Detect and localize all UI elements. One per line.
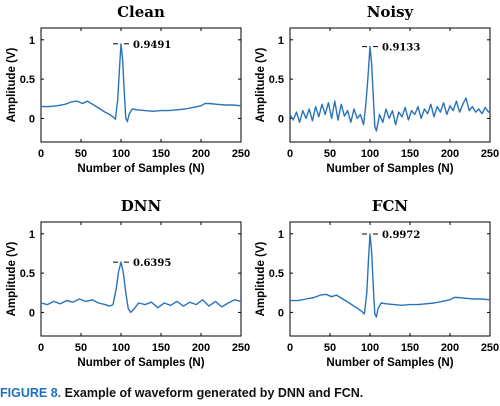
y-axis-label: Amplitude (V)	[6, 241, 18, 316]
x-tick-label: 100	[361, 342, 379, 354]
plot-frame	[40, 27, 242, 143]
x-tick-label: 150	[152, 342, 170, 354]
x-tick-label: 150	[152, 148, 170, 160]
x-tick-label: 0	[287, 148, 293, 160]
x-axis-label: Number of Samples (N)	[77, 357, 204, 369]
x-tick-label: 50	[75, 148, 87, 160]
chart-panel-2: Noisy 0 50 100 150 200 250 0 0.5 1 Number of Sampl…	[255, 3, 499, 175]
x-tick-label: 50	[324, 148, 336, 160]
x-axis-label: Number of Samples (N)	[326, 357, 453, 369]
series-line-1	[290, 233, 491, 318]
y-tick-label: 0.5	[20, 268, 35, 280]
y-tick-label: 0	[278, 307, 284, 319]
series-line-1	[40, 261, 242, 314]
caption-label: FIGURE 8.	[0, 386, 62, 400]
series-line-1	[41, 43, 242, 123]
y-axis-label: Amplitude (V)	[6, 47, 18, 122]
y-tick-label: 1	[29, 35, 35, 47]
y-axis-label: Amplitude (V)	[255, 47, 267, 122]
y-tick-label: 1	[278, 35, 284, 47]
x-tick-label: 250	[232, 342, 250, 354]
x-tick-label: 200	[192, 148, 210, 160]
y-tick-label: 1	[29, 229, 35, 241]
figure-caption: FIGURE 8. Example of waveform generated …	[0, 386, 500, 406]
x-tick-label: 50	[324, 342, 336, 354]
plot-frame	[289, 221, 491, 337]
chart-title: Clean	[117, 3, 165, 21]
x-axis-label: Number of Samples (N)	[77, 163, 204, 175]
x-tick-label: 100	[361, 148, 379, 160]
y-tick-label: 0.5	[269, 268, 284, 280]
plot-frame	[289, 27, 491, 143]
peak-value-label: 0.9133	[382, 43, 420, 54]
x-tick-label: 200	[441, 148, 459, 160]
chart-title: Noisy	[367, 3, 415, 21]
chart-panel-3: DNN 0 50 100 150 200 250 0 0.5 1 Number of Samples…	[6, 197, 250, 369]
y-axis-label: Amplitude (V)	[255, 241, 267, 316]
x-tick-label: 0	[38, 342, 44, 354]
chart-panel-4: FCN 0 50 100 150 200 250 0 0.5 1 Number of Samples…	[255, 197, 499, 369]
x-tick-label: 150	[401, 148, 419, 160]
caption-text: Example of waveform generated by DNN and…	[64, 386, 364, 400]
x-tick-label: 150	[401, 342, 419, 354]
chart-title: DNN	[121, 197, 162, 215]
x-tick-label: 250	[232, 148, 250, 160]
series-line-1	[289, 45, 491, 132]
x-tick-label: 50	[75, 342, 87, 354]
plot-frame	[40, 221, 242, 337]
y-tick-label: 0.5	[20, 74, 35, 86]
y-tick-label: 0.5	[269, 74, 284, 86]
peak-value-label: 0.9972	[382, 230, 420, 241]
peak-value-label: 0.9491	[133, 40, 171, 51]
chart-panel-1: Clean 0 50 100 150 200 250 0 0.5 1 Number of Sampl…	[6, 3, 250, 175]
x-tick-label: 100	[112, 342, 130, 354]
chart-title: FCN	[372, 197, 409, 215]
x-tick-label: 200	[192, 342, 210, 354]
x-tick-label: 250	[481, 342, 499, 354]
x-axis-label: Number of Samples (N)	[326, 163, 453, 175]
x-tick-label: 200	[441, 342, 459, 354]
y-tick-label: 0	[29, 113, 35, 125]
x-tick-label: 250	[481, 148, 499, 160]
y-tick-label: 0	[278, 113, 284, 125]
x-tick-label: 100	[112, 148, 130, 160]
y-tick-label: 1	[278, 229, 284, 241]
x-tick-label: 0	[38, 148, 44, 160]
peak-value-label: 0.6395	[133, 258, 171, 269]
x-tick-label: 0	[287, 342, 293, 354]
y-tick-label: 0	[29, 307, 35, 319]
